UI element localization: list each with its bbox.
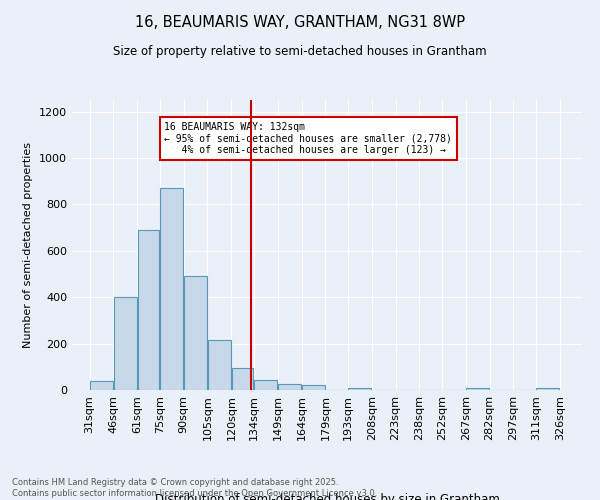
Bar xyxy=(138,230,159,390)
X-axis label: Distribution of semi-detached houses by size in Grantham: Distribution of semi-detached houses by … xyxy=(155,493,499,500)
Bar xyxy=(232,368,253,390)
Bar xyxy=(349,388,371,390)
Bar xyxy=(278,384,301,390)
Bar xyxy=(114,297,137,390)
Bar xyxy=(466,388,489,390)
Bar xyxy=(302,386,325,390)
Text: Contains HM Land Registry data © Crown copyright and database right 2025.
Contai: Contains HM Land Registry data © Crown c… xyxy=(12,478,377,498)
Bar xyxy=(254,380,277,390)
Text: 16 BEAUMARIS WAY: 132sqm
← 95% of semi-detached houses are smaller (2,778)
   4%: 16 BEAUMARIS WAY: 132sqm ← 95% of semi-d… xyxy=(164,122,452,155)
Bar xyxy=(90,380,113,390)
Text: 16, BEAUMARIS WAY, GRANTHAM, NG31 8WP: 16, BEAUMARIS WAY, GRANTHAM, NG31 8WP xyxy=(135,15,465,30)
Y-axis label: Number of semi-detached properties: Number of semi-detached properties xyxy=(23,142,34,348)
Bar xyxy=(160,188,183,390)
Bar xyxy=(184,276,207,390)
Bar xyxy=(208,340,231,390)
Bar xyxy=(536,388,559,390)
Text: Size of property relative to semi-detached houses in Grantham: Size of property relative to semi-detach… xyxy=(113,45,487,58)
